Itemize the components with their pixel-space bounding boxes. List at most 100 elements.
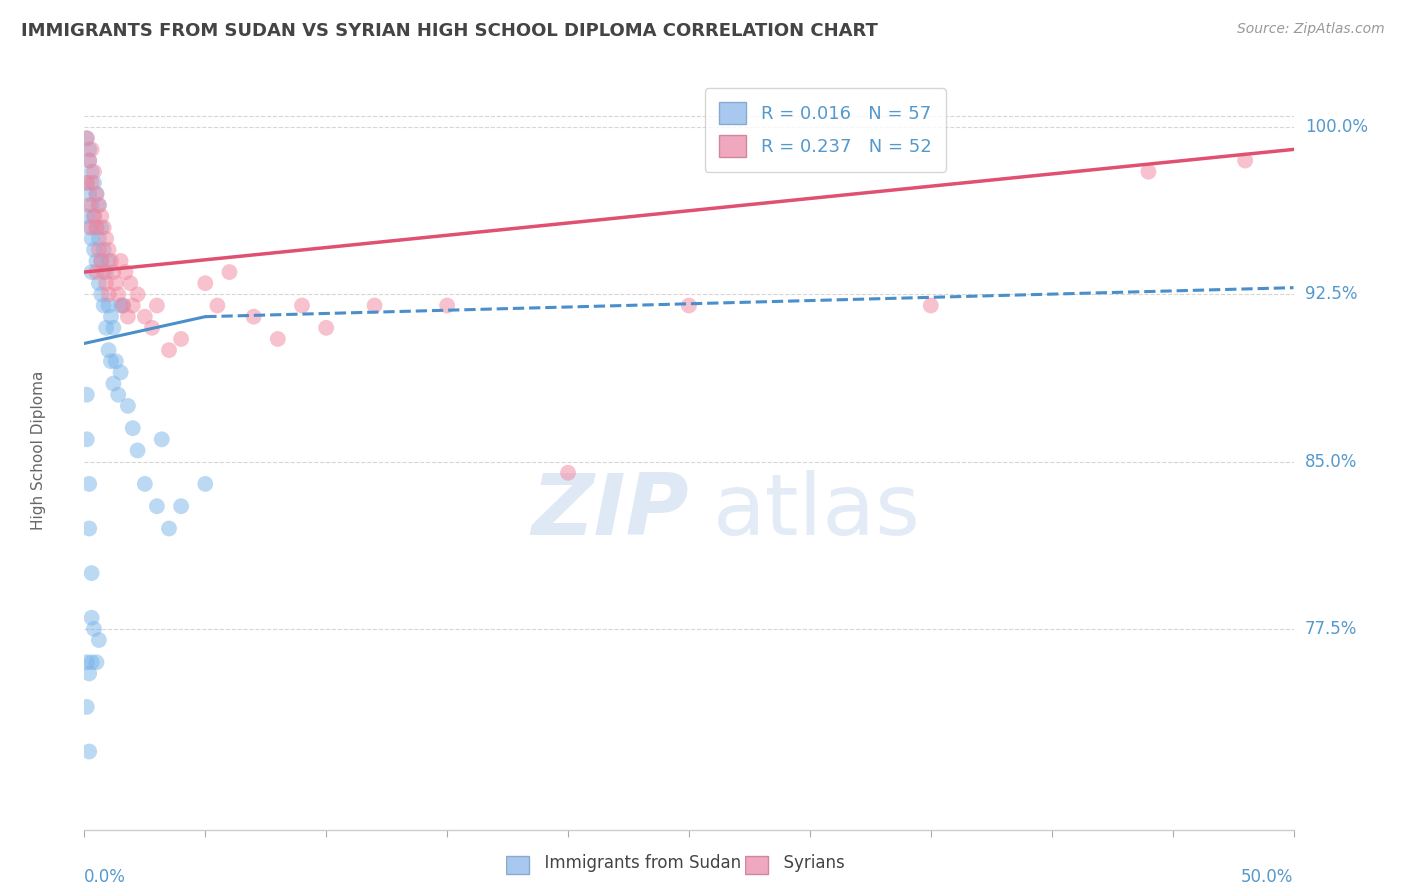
Point (97, 298, 120, 312)
Point (77, 153, 100, 168)
Point (77, 220, 100, 235)
Point (150, 432, 173, 446)
Point (194, 276, 217, 290)
Point (80, 610, 103, 624)
Point (93, 265, 115, 279)
Point (93, 298, 115, 312)
Text: 77.5%: 77.5% (1305, 620, 1357, 638)
Point (127, 443, 149, 458)
Point (97, 343, 120, 357)
Text: atlas: atlas (713, 469, 921, 553)
Point (80, 142, 103, 156)
Point (121, 298, 143, 312)
Point (678, 298, 700, 312)
Point (146, 298, 169, 312)
Point (90, 253, 112, 268)
Text: Source: ZipAtlas.com: Source: ZipAtlas.com (1237, 22, 1385, 37)
Point (170, 332, 193, 346)
Point (110, 253, 132, 268)
Point (110, 365, 132, 379)
Point (86, 220, 108, 235)
Text: 0.0%: 0.0% (84, 869, 127, 887)
Point (86, 265, 108, 279)
Point (76, 655, 98, 669)
FancyBboxPatch shape (745, 856, 768, 874)
Point (87, 198, 110, 212)
Point (110, 298, 132, 312)
Point (146, 499, 169, 513)
Point (83, 622, 105, 636)
Point (97, 243, 120, 257)
Point (1137, 164, 1160, 178)
Point (920, 298, 942, 312)
Point (90, 220, 112, 235)
Point (87, 276, 110, 290)
Point (80, 265, 103, 279)
Point (80, 655, 103, 669)
Point (436, 298, 458, 312)
Point (134, 476, 156, 491)
Point (80, 176, 103, 190)
Point (76, 131, 98, 145)
Point (291, 298, 314, 312)
Point (127, 287, 149, 301)
Point (157, 521, 180, 535)
Point (76, 699, 98, 714)
Point (94, 265, 117, 279)
Point (87, 231, 110, 245)
Point (77, 186, 100, 201)
Point (83, 209, 105, 223)
Point (103, 265, 125, 279)
Point (121, 421, 143, 435)
Point (80, 164, 103, 178)
Point (97, 287, 120, 301)
Point (87, 632, 110, 647)
Point (76, 209, 98, 223)
Point (97, 253, 120, 268)
Point (112, 298, 135, 312)
Point (76, 176, 98, 190)
Point (76, 131, 98, 145)
Point (107, 287, 129, 301)
Point (242, 310, 264, 324)
Point (117, 399, 139, 413)
Text: IMMIGRANTS FROM SUDAN VS SYRIAN HIGH SCHOOL DIPLOMA CORRELATION CHART: IMMIGRANTS FROM SUDAN VS SYRIAN HIGH SCH… (21, 22, 877, 40)
Point (134, 310, 156, 324)
Point (86, 186, 108, 201)
Point (83, 243, 105, 257)
Point (90, 253, 112, 268)
Point (77, 666, 100, 681)
FancyBboxPatch shape (506, 856, 529, 874)
Text: ZIP: ZIP (531, 469, 689, 553)
Text: 100.0%: 100.0% (1305, 118, 1368, 136)
Point (83, 209, 105, 223)
Point (93, 220, 115, 235)
Text: 85.0%: 85.0% (1305, 452, 1357, 471)
Point (83, 164, 105, 178)
Point (103, 376, 125, 391)
Text: 92.5%: 92.5% (1305, 285, 1357, 303)
Point (94, 276, 117, 290)
Point (76, 387, 98, 401)
Point (218, 265, 240, 279)
Point (76, 176, 98, 190)
Point (80, 566, 103, 580)
Text: 50.0%: 50.0% (1241, 869, 1294, 887)
Point (120, 276, 142, 290)
Point (87, 198, 110, 212)
Point (100, 354, 122, 368)
Legend: R = 0.016   N = 57, R = 0.237   N = 52: R = 0.016 N = 57, R = 0.237 N = 52 (704, 88, 946, 172)
Point (170, 499, 193, 513)
Point (86, 253, 108, 268)
Point (93, 243, 115, 257)
Text: Immigrants from Sudan: Immigrants from Sudan (534, 855, 741, 872)
Point (77, 153, 100, 168)
Point (141, 320, 163, 334)
Point (77, 744, 100, 758)
Point (86, 220, 108, 235)
Point (157, 343, 180, 357)
Point (100, 253, 122, 268)
Point (315, 320, 337, 334)
Point (80, 198, 103, 212)
Point (77, 198, 100, 212)
